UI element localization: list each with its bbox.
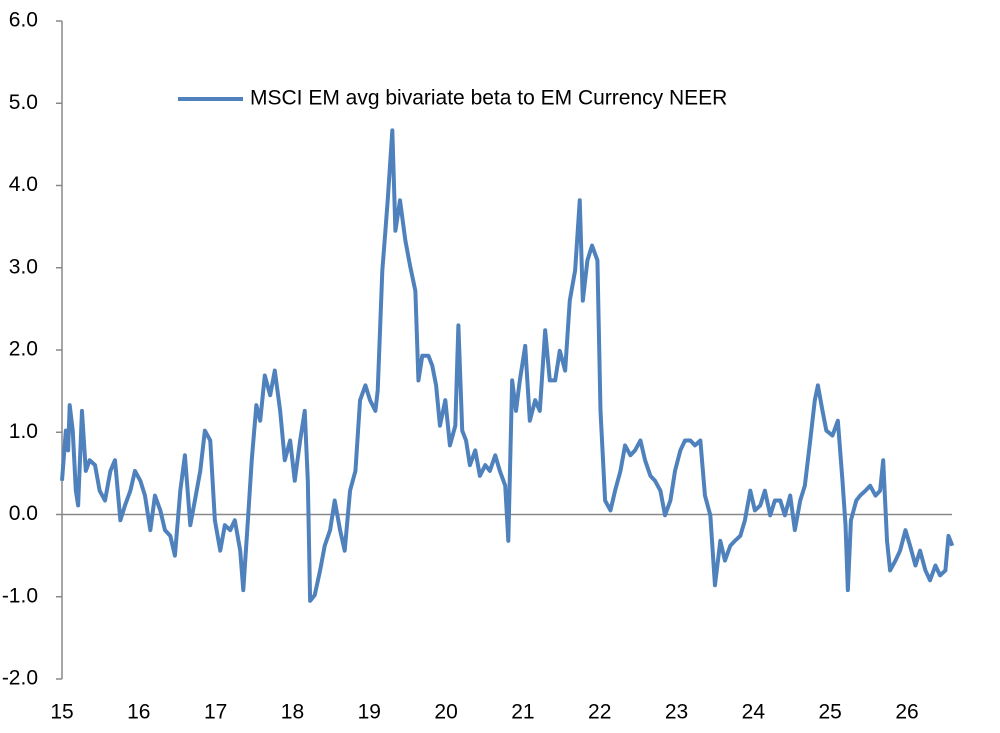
x-tick-label: 25 xyxy=(818,701,841,724)
y-tick-label: 2.0 xyxy=(9,338,38,361)
y-tick-label: 0.0 xyxy=(9,502,38,525)
y-tick-label: -1.0 xyxy=(2,584,38,607)
x-tick-label: 15 xyxy=(50,701,73,724)
x-tick-label: 17 xyxy=(204,701,227,724)
x-tick-label: 24 xyxy=(742,701,766,724)
y-tick-label: 6.0 xyxy=(9,9,38,32)
x-tick-label: 16 xyxy=(127,701,150,724)
x-tick-label: 19 xyxy=(358,701,381,724)
legend-label: MSCI EM avg bivariate beta to EM Currenc… xyxy=(250,87,727,110)
y-tick-label: 3.0 xyxy=(9,255,38,278)
y-tick-label: -2.0 xyxy=(2,667,38,690)
x-tick-label: 23 xyxy=(665,701,688,724)
y-tick-label: 1.0 xyxy=(9,420,38,443)
y-tick-label: 4.0 xyxy=(9,173,38,196)
data-line xyxy=(60,128,955,603)
x-tick-label: 26 xyxy=(895,701,918,724)
x-tick-label: 18 xyxy=(281,701,304,724)
x-tick-label: 20 xyxy=(434,701,457,724)
x-tick-label: 22 xyxy=(588,701,611,724)
x-tick-label: 21 xyxy=(511,701,534,724)
y-tick-label: 5.0 xyxy=(9,91,38,114)
